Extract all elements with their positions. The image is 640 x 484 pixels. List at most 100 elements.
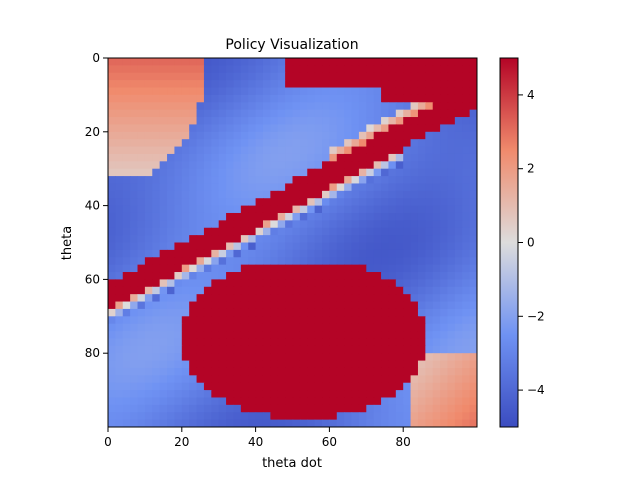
heatmap-cell (344, 264, 353, 273)
heatmap-cell (115, 286, 124, 295)
heatmap-cell (358, 146, 367, 155)
heatmap-cell (299, 412, 308, 421)
heatmap-cell (262, 65, 271, 74)
heatmap-cell (181, 161, 190, 170)
heatmap-cell (108, 412, 116, 421)
heatmap-cell (115, 308, 124, 317)
heatmap-cell (381, 153, 390, 162)
heatmap-cell (344, 375, 353, 384)
heatmap-cell (240, 308, 249, 317)
heatmap-cell (381, 139, 390, 148)
heatmap-cell (462, 272, 471, 280)
heatmap-cell (152, 338, 161, 347)
heatmap-cell (410, 198, 419, 207)
heatmap-cell (299, 242, 308, 251)
heatmap-cell (410, 168, 419, 177)
heatmap-cell (440, 65, 449, 74)
heatmap-cell (292, 131, 301, 140)
heatmap-cell (373, 190, 382, 199)
heatmap-cell (417, 360, 426, 369)
heatmap-cell (447, 87, 456, 96)
heatmap-cell (130, 264, 139, 273)
heatmap-cell (152, 161, 161, 170)
heatmap-cell (262, 72, 271, 81)
heatmap-cell (336, 139, 345, 148)
heatmap-cell (270, 80, 279, 89)
heatmap-cell (137, 146, 146, 155)
heatmap-cell (292, 212, 301, 221)
heatmap-cell (159, 279, 168, 288)
heatmap-cell (115, 257, 124, 266)
heatmap-cell (248, 345, 257, 354)
heatmap-cell (159, 87, 168, 96)
heatmap-cell (137, 198, 146, 207)
heatmap-cell (351, 161, 360, 170)
heatmap-cell (233, 65, 242, 74)
heatmap-cell (203, 272, 212, 280)
heatmap-cell (447, 190, 456, 199)
heatmap-cell (388, 353, 397, 362)
heatmap-cell (130, 382, 139, 391)
heatmap-cell (403, 404, 412, 413)
heatmap-cell (196, 72, 205, 81)
heatmap-cell (307, 102, 316, 111)
heatmap-cell (410, 412, 419, 421)
heatmap-cell (351, 249, 360, 258)
heatmap-cell (122, 360, 131, 369)
heatmap-cell (292, 183, 301, 192)
heatmap-cell (440, 183, 449, 192)
heatmap-cell (203, 102, 212, 111)
heatmap-cell (122, 176, 131, 185)
heatmap-cell (322, 161, 330, 170)
heatmap-cell (122, 404, 131, 413)
heatmap-cell (240, 367, 249, 376)
heatmap-cell (322, 367, 330, 376)
heatmap-cell (218, 72, 227, 81)
heatmap-cell (417, 294, 426, 303)
heatmap-cell (447, 80, 456, 89)
heatmap-cell (381, 205, 390, 214)
heatmap-cell (417, 338, 426, 347)
heatmap-cell (358, 308, 367, 317)
heatmap-cell (454, 227, 463, 236)
heatmap-cell (366, 146, 375, 155)
heatmap-cell (277, 205, 286, 214)
heatmap-cell (108, 257, 116, 266)
heatmap-cell (211, 375, 220, 384)
heatmap-cell (344, 94, 353, 103)
heatmap-cell (174, 161, 183, 170)
heatmap-cell (233, 72, 242, 81)
heatmap-cell (417, 227, 426, 236)
heatmap-cell (292, 168, 301, 177)
heatmap-cell (292, 198, 301, 207)
heatmap-cell (425, 227, 434, 236)
heatmap-cell (262, 220, 271, 229)
heatmap-cell (255, 272, 264, 280)
heatmap-cell (211, 80, 220, 89)
heatmap-cell (181, 419, 190, 427)
heatmap-cell (417, 176, 426, 185)
heatmap-cell (299, 375, 308, 384)
heatmap-cell (410, 80, 419, 89)
heatmap-cell (469, 58, 477, 66)
heatmap-cell (381, 419, 390, 427)
heatmap-cell (196, 153, 205, 162)
heatmap-cell (226, 146, 235, 155)
heatmap-cell (440, 161, 449, 170)
heatmap-cell (447, 65, 456, 74)
heatmap-cell (410, 338, 419, 347)
heatmap-cell (240, 264, 249, 273)
heatmap-cell (226, 264, 235, 273)
heatmap-cell (262, 279, 271, 288)
heatmap-cell (144, 146, 153, 155)
heatmap-cell (395, 397, 404, 406)
heatmap-cell (270, 272, 279, 280)
heatmap-cell (233, 235, 242, 244)
heatmap-cell (447, 161, 456, 170)
heatmap-cell (159, 360, 168, 369)
heatmap-cell (108, 367, 116, 376)
heatmap-cell (159, 345, 168, 354)
heatmap-cell (403, 176, 412, 185)
heatmap-cell (417, 419, 426, 427)
heatmap-cell (203, 345, 212, 354)
